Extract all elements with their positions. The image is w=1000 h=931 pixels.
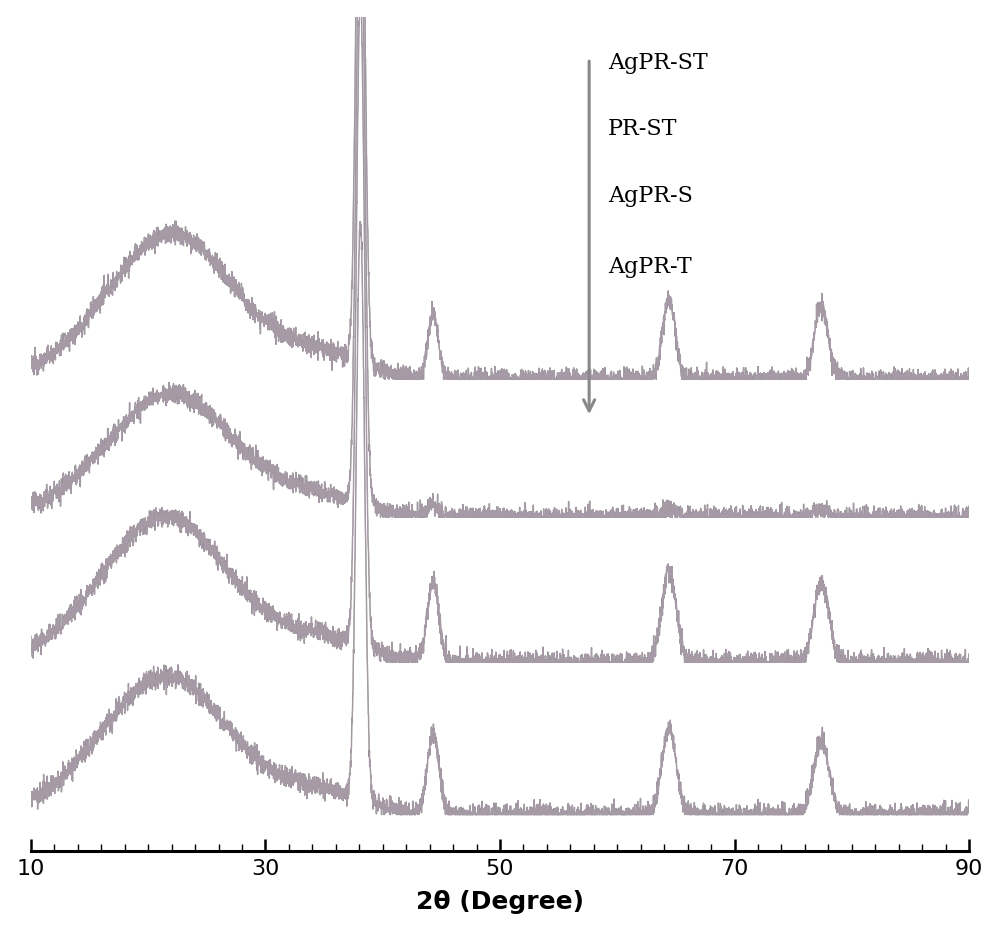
Text: PR-ST: PR-ST <box>608 118 677 141</box>
Text: AgPR-T: AgPR-T <box>608 256 692 278</box>
Text: AgPR-S: AgPR-S <box>608 185 693 207</box>
X-axis label: 2θ (Degree): 2θ (Degree) <box>416 890 584 914</box>
Text: AgPR-ST: AgPR-ST <box>608 51 708 74</box>
